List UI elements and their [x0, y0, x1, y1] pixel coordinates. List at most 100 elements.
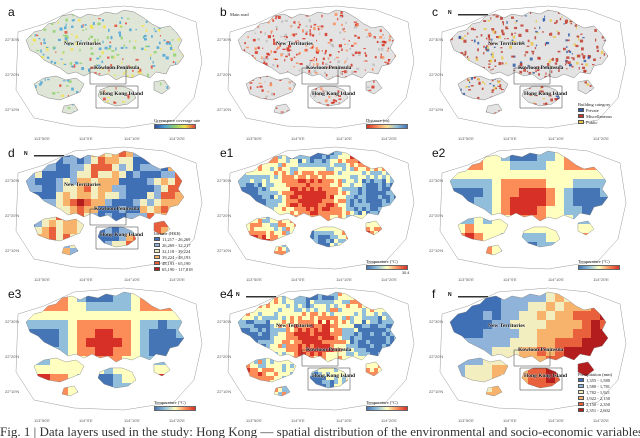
map-cell — [33, 103, 36, 107]
map-cell — [563, 47, 566, 51]
map-cell — [467, 79, 471, 82]
map-cell — [318, 223, 323, 228]
map-cell — [189, 164, 196, 171]
map-cell — [314, 304, 319, 309]
map-cell — [482, 110, 485, 114]
map-cell — [342, 195, 347, 200]
map-cell — [377, 113, 379, 114]
map-cell — [414, 296, 418, 300]
map-cell — [414, 199, 418, 203]
map-cell — [330, 195, 335, 200]
map-cell — [147, 206, 155, 214]
map-cell — [42, 213, 50, 221]
map-cell — [487, 46, 489, 50]
map-cell — [59, 302, 69, 312]
map-cell — [483, 151, 493, 153]
map-cell — [161, 220, 169, 228]
map-cell — [286, 243, 291, 248]
map-cell — [262, 195, 267, 200]
map-cell — [60, 108, 62, 111]
map-cell — [483, 20, 487, 22]
map-cell — [330, 43, 334, 47]
map-cell — [381, 73, 384, 77]
map-cell — [390, 251, 395, 255]
map-cell — [334, 179, 339, 184]
map-cell — [318, 94, 320, 96]
map-cell — [32, 320, 42, 330]
coastline — [25, 291, 185, 363]
map-cell — [501, 161, 511, 171]
map-cell — [414, 312, 418, 316]
map-cell — [47, 99, 49, 101]
map-cell — [159, 104, 161, 107]
map-cell — [414, 171, 418, 175]
map-cell — [506, 21, 508, 24]
map-cell — [326, 215, 331, 220]
map-cell — [196, 199, 203, 206]
map-cell — [274, 227, 279, 232]
map-cell — [258, 143, 262, 147]
map-cell — [40, 81, 43, 85]
map-cell — [140, 293, 150, 303]
map-cell — [294, 259, 298, 263]
map-cell — [59, 383, 69, 393]
map-cell — [469, 69, 472, 72]
map-cell — [266, 191, 271, 196]
map-cell — [41, 347, 51, 357]
map-cell — [565, 46, 568, 48]
map-cell — [582, 161, 592, 171]
map-cell — [308, 69, 311, 73]
map-cell — [326, 187, 331, 192]
map-cell — [310, 231, 315, 236]
territory-boundary — [439, 5, 627, 129]
map-cell — [238, 159, 243, 164]
map-cell — [318, 163, 323, 168]
coastline — [449, 9, 609, 81]
map-cell — [402, 227, 406, 231]
map-cell — [234, 284, 238, 288]
map-cell — [525, 10, 529, 13]
map-cell — [350, 151, 355, 152]
map-cell — [242, 223, 247, 228]
map-cell — [492, 251, 502, 255]
map-cell — [290, 211, 295, 216]
map-cell — [95, 292, 105, 294]
map-cell — [354, 159, 359, 164]
map-cell — [140, 241, 148, 249]
map-cell — [145, 45, 149, 48]
latitude-tick: 22°10'N — [5, 248, 20, 253]
map-cell — [270, 271, 274, 275]
map-cell — [226, 308, 230, 312]
map-cell — [174, 110, 176, 113]
map-cell — [242, 251, 247, 255]
map-cell — [68, 347, 78, 357]
map-cell — [238, 167, 243, 172]
map-cell — [112, 151, 120, 158]
map-cell — [82, 104, 85, 107]
map-cell — [262, 231, 267, 236]
map-cell — [121, 61, 123, 65]
map-cell — [600, 151, 608, 153]
map-cell — [627, 161, 636, 170]
map-cell — [140, 338, 150, 348]
map-cell — [133, 241, 141, 249]
map-cell — [329, 38, 333, 42]
map-cell — [66, 36, 69, 39]
map-cell — [64, 39, 67, 42]
map-cell — [346, 251, 351, 255]
map-cell — [320, 87, 323, 91]
map-cell — [609, 161, 618, 170]
legend-item: Miscellaneous — [578, 113, 612, 119]
map-cell — [390, 235, 395, 240]
map-cell — [112, 178, 120, 186]
map-cell — [465, 108, 467, 110]
longitude-tick: 114°20'E — [169, 418, 185, 423]
longitude-tick: 113°50'E — [34, 136, 50, 141]
map-cell — [203, 178, 210, 185]
map-cell — [133, 199, 141, 207]
map-cell — [467, 102, 470, 104]
map-cell — [274, 215, 279, 220]
map-cell — [144, 105, 148, 107]
map-cell — [366, 304, 371, 309]
map-cell — [390, 143, 394, 147]
